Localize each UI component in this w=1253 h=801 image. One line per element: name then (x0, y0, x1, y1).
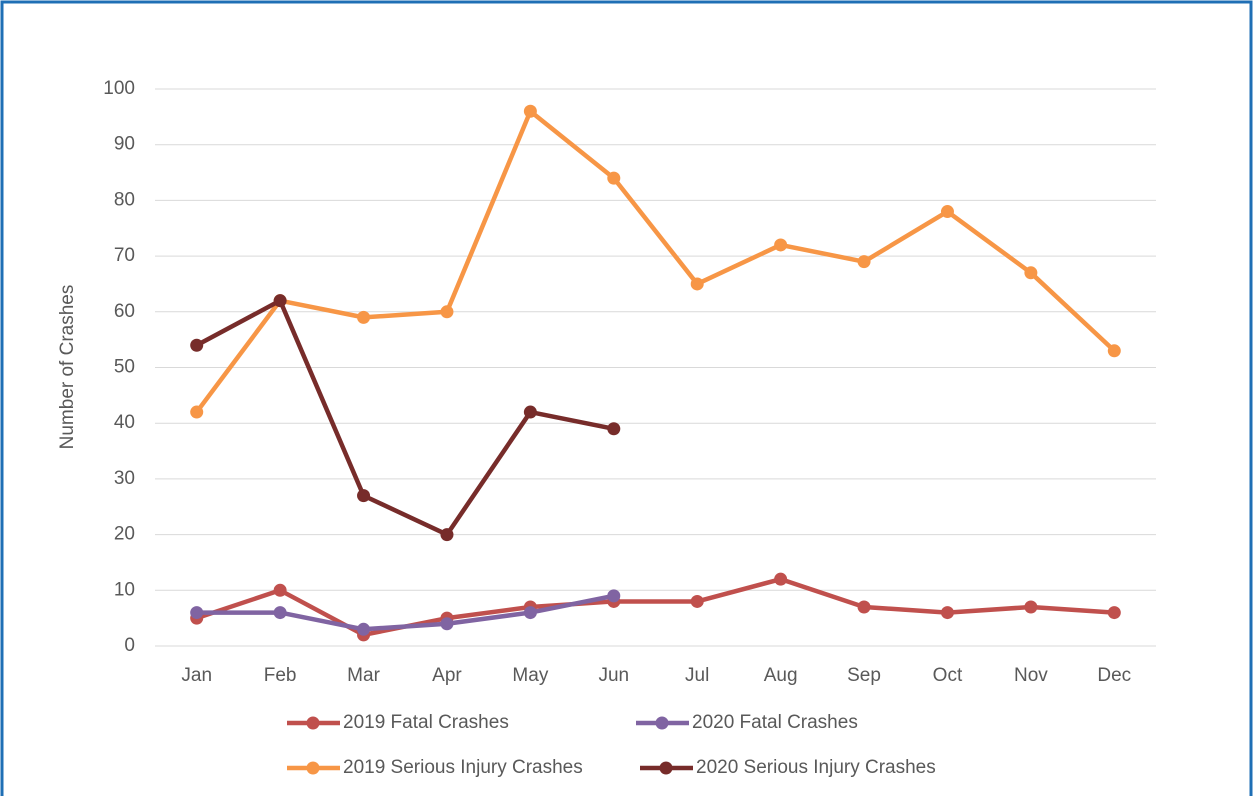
point (1024, 266, 1038, 280)
y-tick-label: 0 (124, 635, 135, 656)
y-tick-label: 10 (114, 579, 135, 600)
point (357, 622, 371, 636)
point (690, 277, 704, 291)
x-tick-label: Jun (598, 665, 629, 686)
point (1107, 606, 1121, 620)
legend-marker (655, 716, 669, 730)
x-tick-label: Jan (181, 665, 212, 686)
point (440, 528, 454, 542)
y-tick-label: 70 (114, 245, 135, 266)
series-line (194, 109, 1116, 414)
y-tick-label: 80 (114, 189, 135, 210)
point (440, 305, 454, 319)
point (357, 489, 371, 503)
point (940, 606, 954, 620)
point (774, 572, 788, 586)
x-tick-label: Nov (1014, 665, 1048, 686)
point (440, 617, 454, 631)
point (774, 238, 788, 252)
x-tick-label: Sep (847, 665, 881, 686)
point (607, 171, 621, 185)
legend-marker (306, 761, 320, 775)
point (190, 405, 204, 419)
x-tick-label: Dec (1097, 665, 1131, 686)
point (273, 294, 287, 308)
x-tick-label: May (512, 665, 548, 686)
x-tick-label: Feb (264, 665, 297, 686)
y-tick-label: 20 (114, 524, 135, 545)
point (190, 338, 204, 352)
point (940, 205, 954, 219)
point (1107, 344, 1121, 358)
point (190, 606, 204, 620)
x-tick-label: Oct (933, 665, 963, 686)
legend-marker (659, 761, 673, 775)
y-axis-label: Number of Crashes (57, 285, 78, 450)
series-line (195, 576, 1115, 638)
series-line (196, 593, 615, 632)
point (1024, 600, 1038, 614)
point (690, 594, 704, 608)
point (857, 600, 871, 614)
point (607, 422, 621, 436)
point (607, 589, 621, 603)
x-tick-label: Aug (764, 665, 798, 686)
x-tick-label: Jul (685, 665, 709, 686)
y-tick-label: 100 (103, 78, 135, 99)
y-tick-label: 30 (114, 468, 135, 489)
legend-label: 2019 Serious Injury Crashes (343, 757, 583, 778)
x-tick-label: Apr (432, 665, 462, 686)
point (523, 405, 537, 419)
point (523, 606, 537, 620)
y-tick-label: 60 (114, 301, 135, 322)
y-tick-label: 40 (114, 412, 135, 433)
y-tick-label: 90 (114, 134, 135, 155)
point (523, 104, 537, 118)
legend-marker (306, 716, 320, 730)
point (357, 310, 371, 324)
point (857, 255, 871, 269)
y-tick-label: 50 (114, 357, 135, 378)
point (273, 606, 287, 620)
point (273, 583, 287, 597)
legend-label: 2020 Fatal Crashes (692, 712, 858, 733)
x-tick-label: Mar (347, 665, 380, 686)
legend-label: 2020 Serious Injury Crashes (696, 757, 936, 778)
legend-label: 2019 Fatal Crashes (343, 712, 509, 733)
series-line (195, 298, 615, 537)
